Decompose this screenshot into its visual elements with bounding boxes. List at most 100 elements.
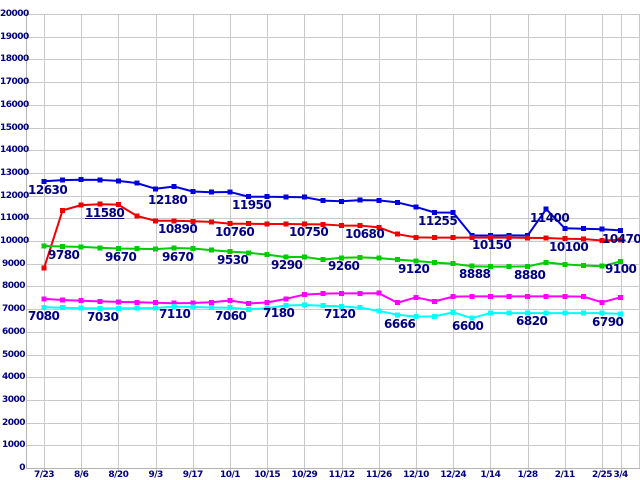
series-blue-line (41, 177, 624, 239)
series-red-line (41, 201, 624, 271)
y-axis-tick-label: 0 (19, 463, 25, 473)
series-green-marker (450, 261, 456, 267)
series-red-marker (60, 207, 66, 213)
series-magenta-marker (283, 296, 289, 302)
series-magenta-marker (97, 298, 103, 304)
y-axis-tick-label: 16000 (0, 99, 29, 110)
series-green-marker (153, 246, 159, 252)
series-blue-marker (320, 198, 326, 204)
y-axis-tick-label: 4000 (1, 372, 26, 383)
series-magenta-marker (450, 294, 456, 300)
series-magenta-line (41, 290, 624, 306)
y-axis-tick-label: 15000 (0, 122, 29, 133)
series-red-marker (283, 221, 289, 227)
series-red-marker (580, 236, 586, 242)
y-axis-tick-label: 1000 (1, 440, 26, 451)
series-green-marker (618, 258, 624, 264)
series-magenta-marker (469, 293, 475, 299)
series-green-marker (562, 261, 568, 267)
x-axis-tick-label: 7/23 (33, 470, 55, 480)
series-green-marker (264, 252, 270, 258)
series-cyan-marker (432, 313, 438, 319)
data-label-10760: 10760 (215, 225, 255, 239)
series-blue-marker (580, 226, 586, 232)
series-red-marker (376, 224, 382, 230)
data-label-6600: 6600 (452, 319, 484, 333)
x-axis-tick-label: 1/28 (517, 470, 539, 480)
y-axis-tick-label: 12000 (0, 190, 29, 201)
series-blue-marker (562, 225, 568, 231)
x-axis-tick-label: 2/25 (591, 470, 613, 480)
data-label-9120: 9120 (398, 262, 430, 276)
x-axis-tick-label: 10/1 (219, 470, 241, 480)
data-label-10750: 10750 (289, 225, 329, 239)
x-axis-tick-label: 12/24 (440, 470, 467, 480)
y-axis-tick-label: 18000 (0, 54, 29, 65)
series-red-marker (562, 236, 568, 242)
x-axis-tick-label: 8/6 (74, 470, 89, 480)
x-axis-tick-label: 9/3 (148, 470, 163, 480)
series-magenta-marker (339, 290, 345, 296)
series-blue-marker (543, 206, 549, 212)
series-green-marker (97, 245, 103, 251)
series-green-marker (246, 250, 252, 256)
series-red-marker (78, 202, 84, 208)
data-label-10890: 10890 (158, 222, 198, 236)
series-red-marker (487, 235, 493, 241)
series-cyan-marker (487, 310, 493, 316)
series-cyan-marker (115, 305, 121, 311)
series-red-marker (506, 235, 512, 241)
series-blue-marker (357, 197, 363, 203)
x-axis-tick-label: 10/29 (291, 470, 318, 480)
series-magenta-marker (134, 299, 140, 305)
series-red-marker (171, 218, 177, 224)
data-label-9100: 9100 (605, 262, 637, 276)
series-magenta-marker (171, 300, 177, 306)
series-cyan-marker (413, 314, 419, 320)
series-magenta-marker (543, 293, 549, 299)
data-label-11580: 11580 (85, 206, 125, 220)
series-green-marker (134, 246, 140, 252)
series-magenta-marker (301, 292, 307, 298)
data-label-8888: 8888 (459, 267, 491, 281)
series-green-marker (525, 263, 531, 269)
data-label-11950: 11950 (232, 198, 272, 212)
series-blue-marker (78, 177, 84, 183)
series-cyan-marker (97, 305, 103, 311)
data-label-11400: 11400 (530, 211, 570, 225)
series-green-marker (283, 254, 289, 260)
data-label-7110: 7110 (159, 307, 191, 321)
series-blue-marker (339, 198, 345, 204)
x-axis-tick-label: 1/14 (480, 470, 501, 480)
series-magenta-marker (190, 300, 196, 306)
series-red-marker (469, 235, 475, 241)
series-red-marker (320, 221, 326, 227)
series-magenta-marker (78, 298, 84, 304)
x-axis-tick-label: 12/10 (403, 470, 429, 480)
series-blue-marker (60, 177, 66, 183)
data-label-8880: 8880 (514, 268, 546, 282)
series-green-marker (115, 245, 121, 251)
data-label-11255: 11255 (418, 214, 458, 228)
series-magenta-marker (413, 294, 419, 300)
data-label-10100: 10100 (549, 240, 589, 254)
series-blue-marker (97, 177, 103, 183)
series-cyan-marker (469, 315, 475, 321)
series-green-marker (320, 257, 326, 263)
series-magenta-marker (506, 293, 512, 299)
data-label-6666: 6666 (384, 317, 416, 331)
series-blue-marker (41, 178, 47, 184)
series-green-marker (339, 255, 345, 261)
series-green-marker (171, 245, 177, 251)
series-blue-marker (450, 210, 456, 216)
series-cyan-marker (376, 308, 382, 314)
series-blue-marker (394, 199, 400, 205)
series-magenta-marker (60, 297, 66, 303)
series-green-marker (599, 263, 605, 269)
series-cyan-marker (227, 305, 233, 311)
series-red-marker (246, 221, 252, 227)
series-magenta-marker (41, 296, 47, 302)
series-cyan-line (41, 302, 624, 321)
series-green-marker (301, 254, 307, 260)
